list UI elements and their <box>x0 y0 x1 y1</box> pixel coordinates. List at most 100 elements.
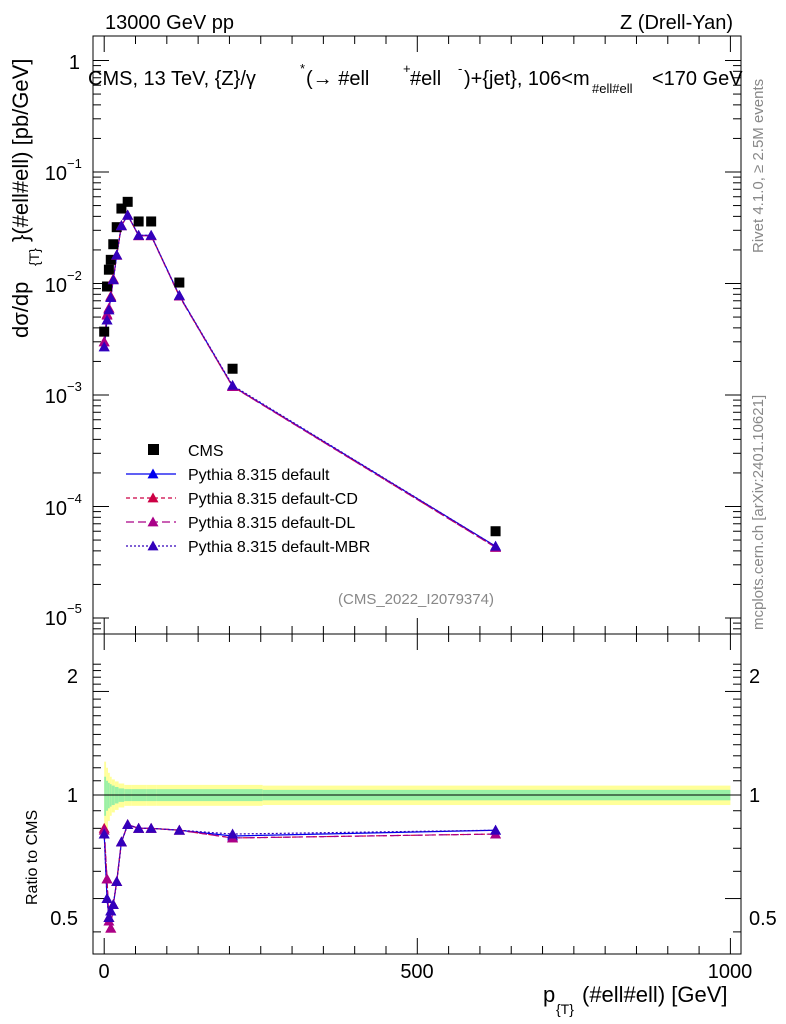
mc-ratio-marker-4 <box>145 822 157 833</box>
ratio-tick-2-left: 2 <box>67 666 78 688</box>
legend-label-3: Pythia 8.315 default-DL <box>188 515 355 532</box>
ratio-tick-05-left: 0.5 <box>50 908 78 930</box>
y-tick-exp-1e-4: −4 <box>67 491 82 506</box>
y-tick-label-1e-4: 10 <box>45 498 67 520</box>
mc-marker-4 <box>122 209 134 220</box>
x-axis-label-sub: {T} <box>556 1001 574 1017</box>
cms-data-point <box>99 326 110 337</box>
y-tick-label-1e-3: 10 <box>45 386 67 408</box>
cms-data-point <box>174 277 185 288</box>
y-tick-exp-1e-2: −2 <box>67 268 82 283</box>
y-tick-exp-1e-5: −5 <box>67 601 82 616</box>
mc-marker-4 <box>173 290 185 300</box>
y-axis-label-pre: dσ/dp <box>8 282 33 338</box>
rivet-label: Rivet 4.1.0, ≥ 2.5M events <box>750 79 767 253</box>
mc-ratio-marker-4 <box>490 824 502 835</box>
mc-ratio-marker-4 <box>122 819 134 830</box>
cms-data-point <box>108 239 119 250</box>
title-sub: #ell#ell <box>592 81 633 96</box>
plot-title: CMS, 13 TeV, {Z}/γ * (→ #ell + #ell - )+… <box>88 61 743 96</box>
y-tick-label-1e-5: 10 <box>45 608 67 630</box>
y-tick-exp-1e-1: −1 <box>67 156 82 171</box>
legend-marker-1 <box>147 468 159 479</box>
cms-data-point <box>146 216 157 227</box>
mc-ratio-line-1 <box>103 823 496 918</box>
cms-data-point <box>103 264 114 275</box>
main-series-markers <box>98 196 502 552</box>
y-tick-label-1e-1: 10 <box>45 163 67 185</box>
legend-marker-2 <box>147 492 159 503</box>
mc-marker-4 <box>490 540 502 551</box>
title-minus: - <box>458 61 462 76</box>
legend-label-0: CMS <box>188 443 224 460</box>
mc-ratio-line-2 <box>103 823 496 929</box>
legend-label-4: Pythia 8.315 default-MBR <box>188 539 370 556</box>
ratio-tick-2-right: 2 <box>749 666 760 688</box>
mc-ratio-marker-4 <box>133 822 145 833</box>
mc-marker-4 <box>103 304 115 315</box>
mc-marker-4 <box>145 229 157 240</box>
mc-marker-3 <box>98 336 110 347</box>
mc-marker-4 <box>105 291 117 302</box>
mc-ratio-marker-4 <box>107 899 119 910</box>
analysis-id: (CMS_2022_I2079374) <box>338 591 494 608</box>
cms-data-point <box>105 254 116 265</box>
title-main: CMS, 13 TeV, {Z}/γ <box>88 68 256 90</box>
y-tick-exp-1e-3: −3 <box>67 379 82 394</box>
x-tick-1000: 1000 <box>708 961 753 983</box>
mc-marker-4 <box>227 379 239 390</box>
mc-ratio-marker-4 <box>227 828 239 839</box>
header-left: 13000 GeV pp <box>105 12 234 34</box>
cms-data-point <box>111 222 122 233</box>
cms-data-point <box>102 281 113 292</box>
mc-marker-4 <box>133 229 145 240</box>
y-tick-label-1: 1 <box>69 52 80 74</box>
legend-label-2: Pythia 8.315 default-CD <box>188 491 358 508</box>
legend: CMS Pythia 8.315 default Pythia 8.315 defa… <box>126 443 370 556</box>
cms-data-point <box>490 526 501 537</box>
ratio-tick-labels: 2 1 0.5 2 1 0.5 <box>50 666 777 930</box>
mc-ratio-marker-4 <box>105 905 117 916</box>
mc-ratio-line-4 <box>103 823 496 918</box>
mc-marker-4 <box>107 274 119 285</box>
legend-label-1: Pythia 8.315 default <box>188 467 330 484</box>
mc-ratio-marker-4 <box>173 824 185 835</box>
ratio-tick-1-right: 1 <box>749 785 760 807</box>
cms-data-point <box>133 216 144 227</box>
x-tick-labels: 0 500 1000 <box>98 961 752 983</box>
mc-ratio-marker-4 <box>101 893 113 903</box>
mc-ratio-marker-4 <box>103 912 115 923</box>
mc-ratio-marker-4 <box>111 876 123 887</box>
legend-marker-4 <box>147 540 159 551</box>
mc-marker-4 <box>111 249 123 260</box>
mc-ratio-line-3 <box>103 823 496 929</box>
title-plus: + <box>403 61 411 76</box>
ratio-tick-1-left: 1 <box>67 785 78 807</box>
title-arrow: (→ #ell <box>306 68 369 90</box>
x-tick-0: 0 <box>98 961 109 983</box>
x-axis-label-p: p <box>543 982 555 1007</box>
y-tick-label-1e-2: 10 <box>45 275 67 297</box>
cms-data-point <box>122 196 133 207</box>
band-green <box>104 776 107 816</box>
legend-marker-cms <box>148 444 159 455</box>
y-axis-label-post: }(#ell#ell) [pb/GeV] <box>8 59 33 242</box>
legend-marker-3 <box>147 516 159 527</box>
title-jet: )+{jet}, 106<m <box>464 68 590 90</box>
uncertainty-bands <box>104 761 731 838</box>
y-tick-labels: 1 10 −1 10 −2 10 −3 10 −4 10 −5 <box>45 52 82 630</box>
ratio-tick-05-right: 0.5 <box>749 908 777 930</box>
mc-ratio-marker-4 <box>115 836 127 847</box>
cms-data-point <box>116 203 127 214</box>
title-star: * <box>300 61 305 76</box>
x-tick-500: 500 <box>400 961 433 983</box>
ratio-series-lines <box>103 823 496 929</box>
title-mid: #ell <box>410 68 441 90</box>
mcplots-label: mcplots.cern.ch [arXiv:2401.10621] <box>750 395 767 630</box>
x-axis-label-rest: (#ell#ell) [GeV] <box>582 982 728 1007</box>
mc-ratio-marker-3 <box>105 922 117 933</box>
mc-marker-4 <box>101 314 113 325</box>
cms-data-point <box>227 363 238 374</box>
y-axis-label-sub: {T} <box>26 248 42 266</box>
